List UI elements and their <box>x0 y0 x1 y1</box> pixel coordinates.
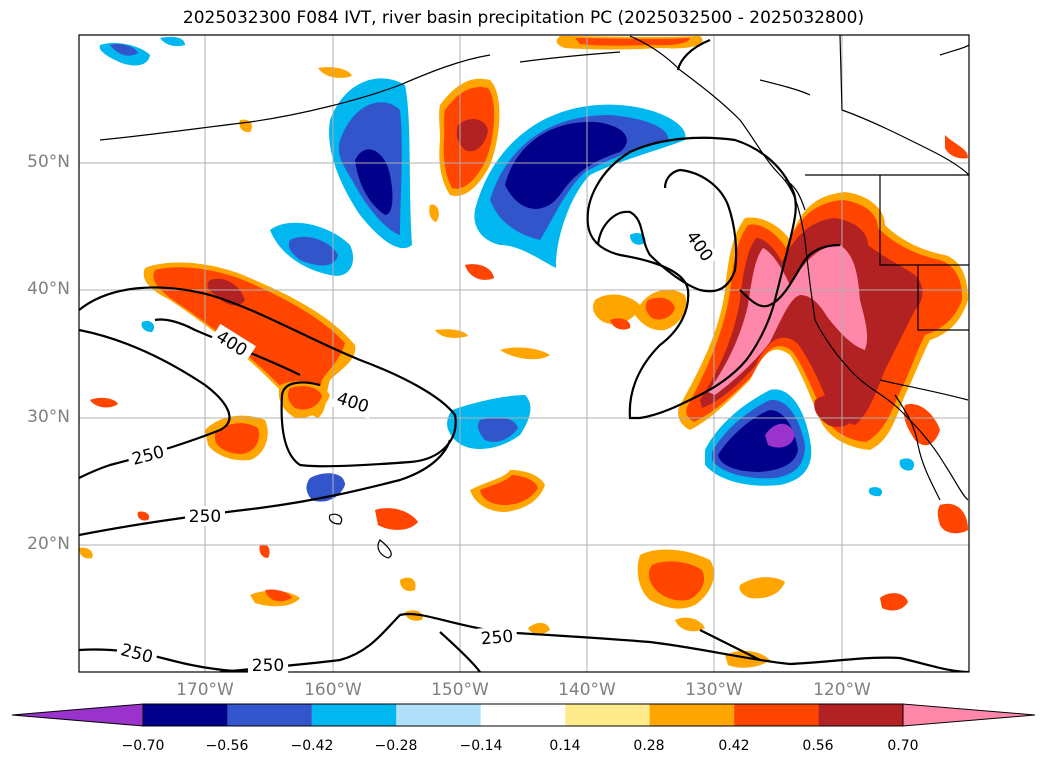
colorbar-segment <box>311 704 397 726</box>
colorbar-tick: 0.56 <box>802 738 834 754</box>
colorbar-tick: −0.14 <box>459 738 503 754</box>
colorbar-extend-max <box>902 703 1036 727</box>
ivt-contours <box>79 38 969 672</box>
colorbar-tick: −0.70 <box>121 738 165 754</box>
colorbar-tick: −0.56 <box>205 738 249 754</box>
contour-label: 250 <box>130 442 167 470</box>
contour-label: 400 <box>334 388 371 417</box>
colorbar-tick: 0.14 <box>549 738 581 754</box>
contour-label: 250 <box>118 640 155 668</box>
colorbar-tick: 0.70 <box>887 738 919 754</box>
colorbar-tick: −0.42 <box>290 738 334 754</box>
positive-anomaly-regions <box>79 36 968 668</box>
graticule <box>79 35 969 672</box>
lat-label-40n: 40°N <box>27 279 70 299</box>
lon-label-120w: 120°W <box>813 680 871 700</box>
colorbar-segment <box>396 704 481 726</box>
colorbar-segment <box>565 704 650 726</box>
colorbar-segment <box>143 704 228 726</box>
colorbar-tick: 0.28 <box>633 738 665 754</box>
contour-label: 250 <box>480 627 514 650</box>
colorbar-frame <box>142 703 904 727</box>
colorbar <box>11 703 1036 727</box>
colorbar-tick: 0.42 <box>718 738 750 754</box>
colorbar-tick: −0.28 <box>374 738 418 754</box>
colorbar-segment <box>649 704 735 726</box>
negative-anomaly-regions <box>99 36 915 502</box>
lat-label-20n: 20°N <box>27 534 70 554</box>
contour-label: 250 <box>252 656 284 676</box>
lon-label-170w: 170°W <box>176 680 234 700</box>
coastlines <box>99 35 969 559</box>
lon-label-130w: 130°W <box>685 680 743 700</box>
lon-label-160w: 160°W <box>304 680 362 700</box>
map-frame <box>78 34 970 673</box>
colorbar-extend-min <box>11 703 144 727</box>
lon-label-150w: 150°W <box>431 680 489 700</box>
lat-label-30n: 30°N <box>27 407 70 427</box>
contour-label: 250 <box>189 507 221 527</box>
lat-label-50n: 50°N <box>27 152 70 172</box>
lon-label-140w: 140°W <box>558 680 616 700</box>
colorbar-segment <box>818 704 903 726</box>
map-title: 2025032300 F084 IVT, river basin precipi… <box>182 8 865 28</box>
colorbar-segment <box>480 704 566 726</box>
contour-label-group: 400 400 400 250 250 250 250 250 <box>115 223 720 676</box>
colorbar-segment <box>734 704 819 726</box>
colorbar-segment <box>227 704 312 726</box>
